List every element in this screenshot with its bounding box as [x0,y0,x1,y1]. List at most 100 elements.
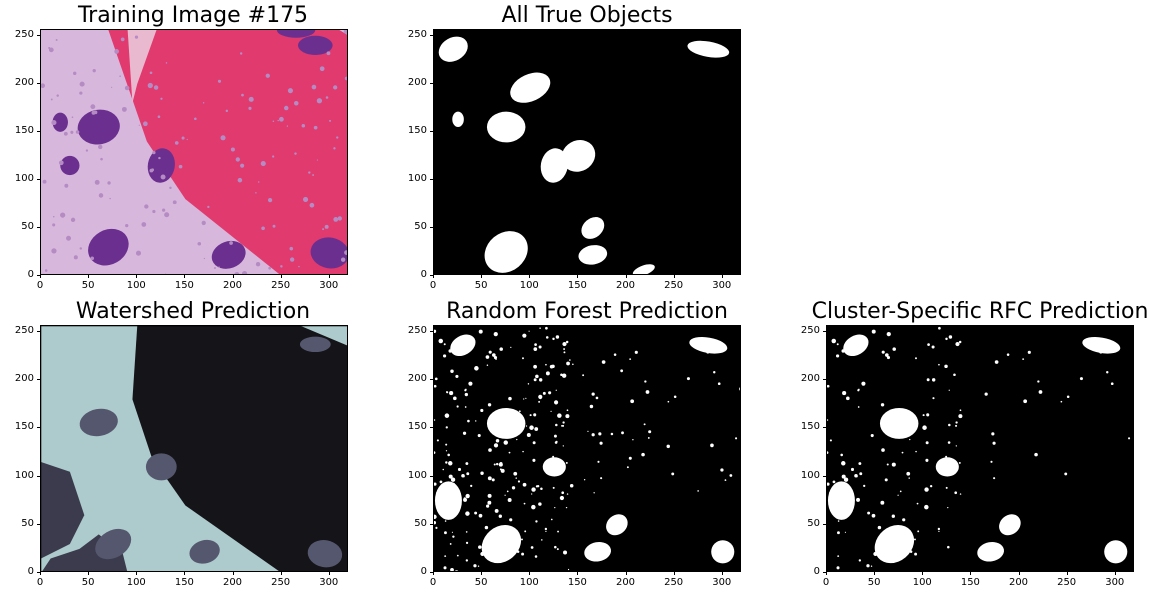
predicted-speckle [841,349,845,353]
tissue-texture [109,197,111,200]
predicted-speckle [494,508,499,513]
x-tick-mark [874,572,876,575]
y-tick-label: 150 [800,421,820,433]
segment-object [145,453,177,481]
tissue-texture [333,147,336,150]
predicted-speckle [563,351,566,354]
predicted-speckle [857,389,860,392]
y-tick-label: 0 [420,566,427,577]
predicted-object [711,540,735,564]
tissue-texture [229,241,233,245]
predicted-speckle [697,490,699,492]
predicted-speckle [542,391,546,395]
predicted-speckle [453,396,457,401]
predicted-speckle [466,472,470,476]
predicted-speckle [958,340,962,344]
predicted-speckle [444,496,448,499]
predicted-speckle [562,421,565,424]
y-tick-label: 50 [414,517,427,529]
predicted-speckle [503,440,508,445]
nucleus [276,30,316,38]
predicted-speckle [473,564,477,568]
y-tick-label: 100 [800,469,820,481]
y-tick-label: 0 [27,566,34,577]
tissue-texture [60,212,66,218]
predicted-speckle [589,404,594,409]
predicted-speckle [442,468,445,471]
predicted-speckle [891,514,895,518]
tissue-texture [51,248,57,254]
y-tick-label: 0 [813,566,820,577]
predicted-speckle [540,487,543,490]
predicted-speckle [464,392,469,397]
predicted-speckle [915,450,917,453]
x-tick-label: 150 [960,577,980,588]
tissue-texture [248,106,252,110]
predicted-speckle [515,477,517,479]
predicted-speckle [453,344,458,348]
predicted-speckle [449,543,452,545]
x-tick-label: 0 [822,577,830,588]
predicted-speckle [832,480,836,484]
predicted-speckle [500,468,505,473]
predicted-speckle [888,540,893,545]
predicted-speckle [475,420,477,422]
predicted-speckle [899,490,902,493]
y-tick-mark [37,572,40,573]
x-tick-mark [40,275,41,278]
predicted-speckle [495,438,500,443]
predicted-speckle [521,552,525,556]
predicted-speckle [686,377,690,381]
tissue-texture [284,105,289,111]
predicted-speckle [827,451,829,455]
panel-image [433,325,741,572]
predicted-speckle [870,433,874,438]
predicted-speckle [545,363,547,366]
segment-dark [132,326,347,571]
nucleus [60,155,80,176]
x-tick-label: 200 [222,280,243,291]
x-tick-mark [184,275,186,278]
tissue-texture [325,96,329,99]
predicted-speckle [892,433,894,436]
predicted-speckle [565,340,569,344]
predicted-speckle [958,461,961,464]
predicted-speckle [480,471,484,475]
predicted-speckle [901,451,904,454]
predicted-speckle [486,504,490,508]
x-tick-label: 300 [712,280,732,291]
tissue-texture [79,247,82,250]
tissue-texture [289,246,294,251]
tissue-texture [207,205,210,209]
x-tick-label: 150 [174,577,194,588]
predicted-speckle [947,507,949,509]
predicted-object [1104,540,1128,564]
predicted-speckle [724,479,727,482]
predicted-speckle [535,374,539,379]
y-tick-label: 150 [14,421,34,433]
predicted-speckle [465,511,470,516]
predicted-speckle [563,348,566,351]
predicted-speckle [563,550,568,555]
tissue-texture [239,52,243,55]
predicted-speckle [942,463,945,465]
tissue-texture [138,124,140,126]
predicted-speckle [598,432,602,436]
predicted-speckle [841,461,846,466]
image-background [827,326,1133,571]
x-tick-label: 100 [126,577,146,588]
predicted-speckle [844,531,846,533]
predicted-speckle [464,406,467,408]
predicted-speckle [938,530,940,532]
predicted-speckle [984,392,988,396]
predicted-speckle [591,392,595,396]
y-tick-label: 50 [21,220,34,232]
y-tick-mark [37,330,40,332]
tissue-texture [312,174,315,176]
x-tick-mark [721,275,723,278]
y-tick-label: 200 [407,76,427,88]
y-tick-mark [37,523,40,525]
x-tick-mark [40,572,41,575]
tissue-texture [90,104,96,110]
y-tick-label: 200 [800,373,820,385]
